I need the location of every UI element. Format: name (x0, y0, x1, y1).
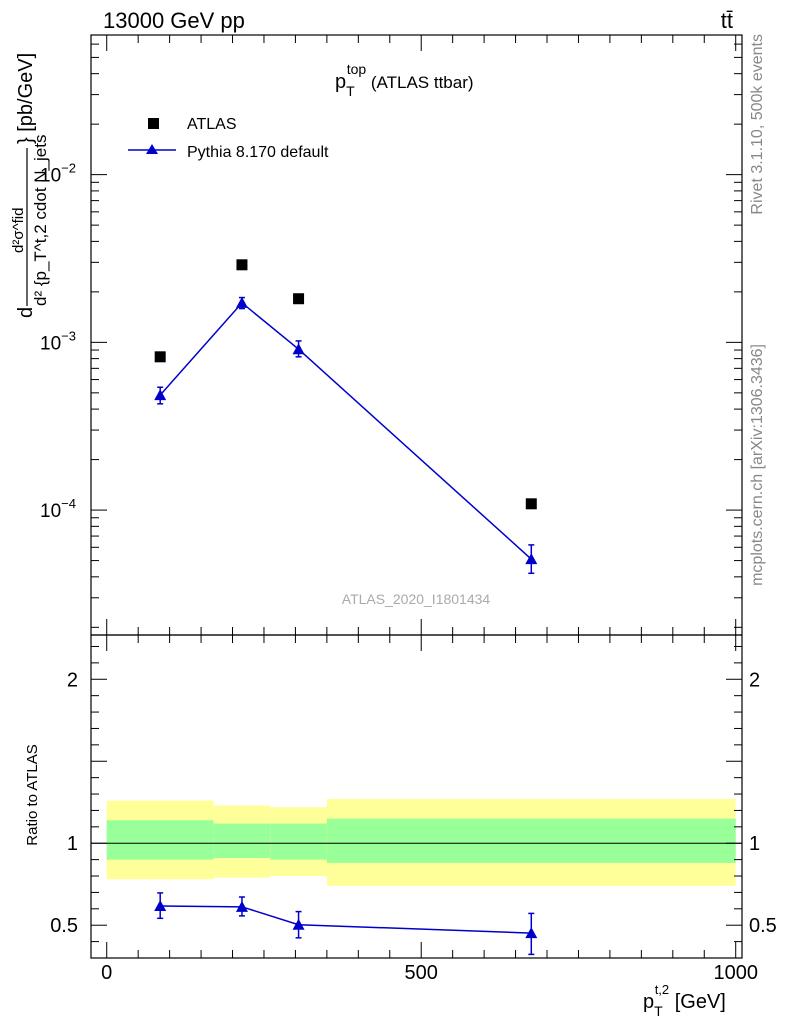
analysis-watermark: ATLAS_2020_I1801434 (342, 591, 491, 607)
legend: ATLAS Pythia 8.170 default (128, 116, 329, 161)
ylabel-suffix: } [pb/GeV] (15, 53, 37, 144)
pythia-data-point (292, 343, 305, 355)
ratio-data-point (235, 900, 248, 912)
pythia-line (159, 301, 532, 560)
legend-atlas-marker (148, 118, 159, 129)
ratio-y-tick-label-left: 1 (67, 833, 78, 855)
legend-pythia-label: Pythia 8.170 default (187, 144, 329, 161)
ratio-y-tick-label-left: 0.5 (50, 915, 78, 937)
ratio-data-point (292, 918, 305, 930)
ratio-band-inner (213, 823, 271, 858)
ratio-band-inner (326, 818, 736, 863)
main-panel-marks (154, 259, 538, 575)
ratio-pythia-line (160, 905, 532, 934)
xlabel-rest: [GeV] (669, 991, 726, 1013)
main-y-tick-label-exp: −4 (61, 496, 76, 511)
main-y-tick-label: 10−3 (40, 328, 76, 354)
main-title-sub: T (346, 83, 355, 99)
x-tick-label: 0 (101, 962, 112, 984)
atlas-data-point (236, 259, 248, 271)
ratio-panel-ticks: 0 500 1000 0.5 0.5 1 1 2 2 (50, 635, 777, 984)
main-title-sup: top (347, 61, 367, 77)
main-y-tick-label-base: 10 (40, 166, 61, 187)
ratio-y-tick-label-right: 2 (749, 669, 760, 691)
ratio-y-tick-label-right: 0.5 (749, 915, 777, 937)
pythia-data-point (525, 553, 538, 565)
main-y-tick-label: 10−2 (40, 161, 76, 187)
x-tick-label: 500 (405, 962, 438, 984)
ylabel-inner-num: d²σ^fid (10, 208, 27, 253)
ylabel-numerator: d (15, 307, 37, 318)
xlabel-p: p (643, 991, 654, 1013)
main-y-tick-label-base: 10 (40, 333, 61, 354)
ratio-bands (91, 798, 742, 886)
ratio-frame (90, 634, 743, 959)
ratio-y-tick-label-left: 2 (67, 669, 78, 691)
main-y-tick-label-base: 10 (40, 501, 61, 522)
ratio-y-tick-label-right: 1 (749, 833, 760, 855)
ratio-ylabel: Ratio to ATLAS (24, 744, 41, 845)
energy-label: 13000 GeV pp (103, 8, 245, 33)
main-y-tick-label-exp: −3 (61, 328, 76, 343)
main-title: pTtop (ATLAS ttbar) (335, 61, 474, 99)
xlabel-sub: T (654, 1003, 663, 1019)
pythia-data-point (154, 389, 167, 401)
main-ylabel: d d²σ^fid d² {p_T^t,2 cdot N_jets } [pb/… (10, 53, 50, 318)
atlas-data-point (154, 351, 166, 363)
xlabel-sup: t,2 (655, 982, 669, 997)
ratio-data-point (154, 900, 167, 912)
mcplots-label: mcplots.cern.ch [arXiv:1306.3436] (749, 344, 766, 586)
process-label: tt̄ (721, 8, 733, 33)
rivet-label: Rivet 3.1.10, 500k events (749, 34, 766, 215)
ratio-data-point (525, 927, 538, 939)
legend-atlas-label: ATLAS (187, 116, 237, 133)
legend-pythia-marker (146, 144, 158, 154)
atlas-data-point (293, 293, 305, 305)
x-tick-label: 1000 (713, 962, 758, 984)
main-panel-ticks: 10−410−310−2 (40, 35, 742, 635)
main-title-rest: (ATLAS ttbar) (366, 73, 473, 92)
main-title-p: p (335, 71, 346, 93)
ratio-band-inner (106, 820, 214, 860)
main-y-tick-label-exp: −2 (61, 161, 76, 176)
main-y-tick-label: 10−4 (40, 496, 76, 522)
ratio-panel-marks (154, 892, 538, 956)
ylabel-inner-den: d² {p_T^t,2 cdot N_jets (31, 135, 50, 306)
atlas-data-point (525, 498, 537, 510)
x-axis-label: pTt,2 [GeV] (643, 982, 726, 1019)
ratio-band-inner (270, 823, 327, 860)
pythia-data-point (235, 296, 248, 308)
